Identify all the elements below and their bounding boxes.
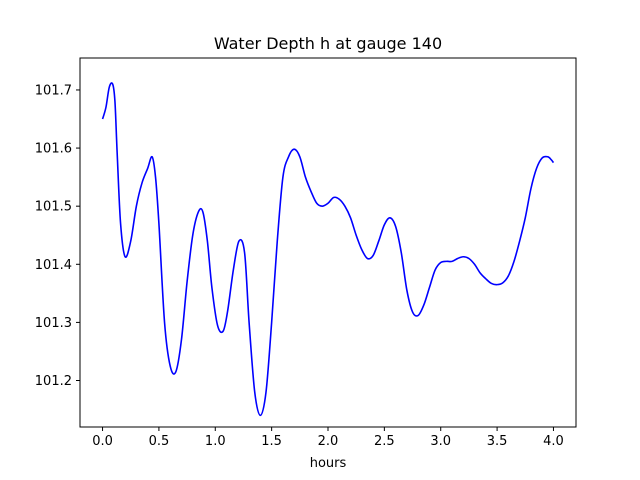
y-tick-label: 101.2 (35, 374, 72, 389)
x-tick-label: 0.0 (92, 434, 113, 449)
y-tick-label: 101.5 (35, 200, 72, 215)
y-tick-label: 101.6 (35, 142, 72, 157)
series-line-water-depth (101, 82, 555, 417)
x-tick-label: 2.0 (318, 434, 339, 449)
x-tick-label: 2.5 (374, 434, 395, 449)
x-axis-label: hours (310, 456, 347, 471)
x-tick-label: 0.5 (149, 434, 170, 449)
x-axis-ticks: 0.0 0.5 1.0 1.5 2.0 2.5 3.0 3.5 4.0 (92, 427, 564, 449)
y-tick-label: 101.3 (35, 316, 72, 331)
x-tick-label: 3.5 (487, 434, 508, 449)
x-tick-label: 3.0 (430, 434, 451, 449)
y-tick-label: 101.7 (35, 83, 72, 98)
axes-frame (79, 57, 577, 428)
x-tick-label: 4.0 (543, 434, 564, 449)
x-tick-label: 1.0 (205, 434, 226, 449)
y-axis-ticks: 101.2 101.3 101.4 101.5 101.6 101.7 (35, 83, 80, 389)
y-tick-label: 101.4 (35, 258, 72, 273)
x-tick-label: 1.5 (261, 434, 282, 449)
plot-area (101, 82, 555, 417)
chart-title: Water Depth h at gauge 140 (214, 34, 442, 53)
